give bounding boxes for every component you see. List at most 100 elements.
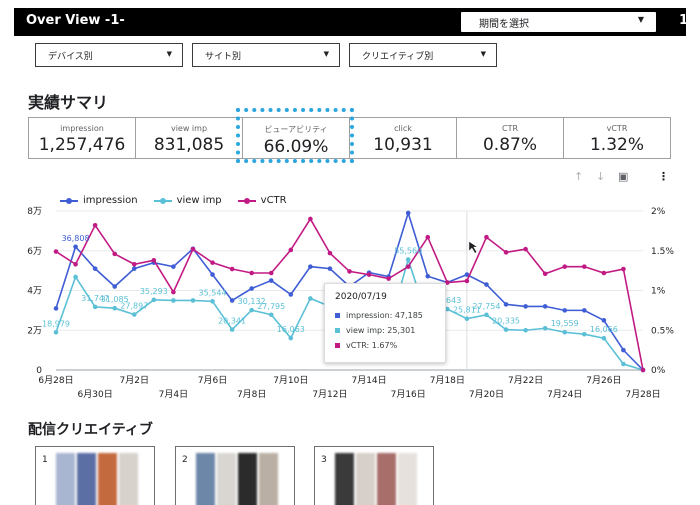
y-left-tick-label: 6万 [27,247,42,257]
data-point [73,261,78,267]
data-label: 55,560 [394,247,422,256]
data-label: 27,897 [120,302,148,311]
thumbnail-tile [259,453,278,505]
thumbnail-tile [356,453,375,505]
data-label: 35,293 [140,287,168,296]
data-point [542,325,548,331]
device-filter[interactable]: デバイス別 ▼ [35,43,183,67]
creative-thumbnail [335,453,417,505]
data-point [582,308,587,313]
x-tick-label: 7月20日 [469,389,504,400]
data-point [523,246,528,252]
thumbnail-tile [119,453,138,505]
date-range-select[interactable]: 期間を選択 ▼ [461,12,656,32]
data-point [171,298,176,303]
kpi-highlight-frame [236,108,354,163]
x-tick-label: 7月10日 [273,375,308,386]
data-label: 25,811 [453,306,481,315]
data-point [640,367,646,373]
data-point [73,274,78,280]
data-point [249,307,254,313]
data-point [405,210,411,216]
tooltip-row: view imp: 25,301 [335,326,435,335]
y-right-tick-label: 0% [651,366,666,376]
kpi-vctr: vCTR 1.32% [564,118,670,158]
x-tick-label: 7月14日 [351,375,386,386]
data-point [523,327,528,333]
sort-ascending-button[interactable]: ↑ [574,170,583,183]
data-point [112,251,117,257]
legend-item-impression[interactable]: impression [60,195,138,206]
creative-filter[interactable]: クリエイティブ別 ▼ [349,43,497,67]
x-tick-label: 7月8日 [237,389,266,400]
creative-filter-label: クリエイティブ別 [362,52,434,62]
data-point [308,216,313,222]
kpi-value: 831,085 [153,135,225,155]
legend-item-view-imp[interactable]: view imp [153,195,222,206]
data-point [288,335,294,341]
data-point [621,361,626,367]
data-point [210,299,215,304]
chart-tooltip: 2020/07/19 impression: 47,185 view imp: … [324,283,446,363]
legend-label: impression [83,195,138,206]
kpi-view-imp: view imp 831,085 [136,118,243,158]
data-point [268,270,274,276]
data-point [405,257,411,262]
more-vert-icon: ⋮ [658,170,669,183]
data-point [582,264,587,269]
kpi-value: 10,931 [373,135,433,155]
data-point [151,257,157,263]
creative-number: 2 [182,455,188,465]
data-point [151,297,157,303]
kpi-scorecards: impression 1,257,476 view imp 831,085 ビュ… [28,117,671,159]
creative-card-1[interactable]: 1 [35,446,155,505]
data-point [112,305,117,311]
data-point [288,292,294,297]
sort-descending-button[interactable]: ↓ [596,170,605,183]
thumbnail-tile [377,453,396,505]
x-tick-label: 7月24日 [547,389,582,400]
kpi-viewability: ビューアビリティ 66.09% [243,118,350,158]
x-tick-label: 6月28日 [38,375,73,386]
creative-card-2[interactable]: 2 [175,446,295,505]
data-point [92,304,98,310]
thumbnail-tile [196,453,215,505]
data-label: 31,747 [81,294,109,303]
data-point [503,302,509,307]
site-filter[interactable]: サイト別 ▼ [192,43,340,67]
data-point [464,272,470,277]
kpi-label: CTR [501,124,519,133]
legend-swatch [153,197,172,204]
tooltip-swatch [335,313,340,318]
device-filter-label: デバイス別 [48,52,93,62]
kpi-value: 1.32% [589,135,644,155]
data-point [131,312,137,317]
legend-swatch [237,197,256,204]
creative-number: 3 [321,455,327,465]
data-point [542,304,548,309]
data-point [484,234,489,240]
more-options-button[interactable]: ⋮ [658,170,669,183]
data-point [621,266,626,272]
data-label: 18,979 [42,319,70,328]
tooltip-value: impression: 47,185 [346,311,423,320]
data-point [53,329,59,335]
thumbnail-tile [335,453,354,505]
data-point [562,264,568,269]
creative-card-3[interactable]: 3 [314,446,434,505]
explore-chart-button[interactable]: ▣ [618,170,628,183]
data-point [503,327,509,332]
data-label: 20,335 [492,317,520,326]
tooltip-date: 2020/07/19 [335,292,387,302]
thumbnail-tile [56,453,75,505]
data-point [249,270,254,276]
data-label: 19,559 [551,319,579,328]
data-point [503,250,509,255]
tooltip-value: view imp: 25,301 [346,326,416,335]
legend-item-vctr[interactable]: vCTR [237,195,287,206]
data-point [210,260,215,265]
data-point [73,244,78,250]
data-label: 20,341 [218,317,246,326]
mouse-cursor-icon [468,240,479,254]
data-point [92,266,98,271]
